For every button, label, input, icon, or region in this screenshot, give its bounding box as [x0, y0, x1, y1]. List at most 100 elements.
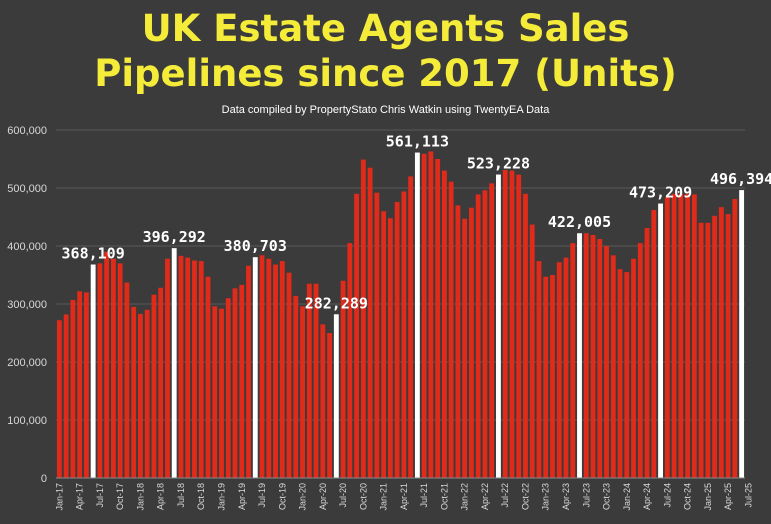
- bar: [313, 283, 319, 478]
- bar: [239, 284, 245, 478]
- bar: [178, 255, 184, 478]
- bar: [536, 261, 542, 478]
- bar: [671, 193, 677, 479]
- bar: [185, 257, 191, 478]
- y-tick-label: 200,000: [7, 357, 47, 369]
- x-tick-label: Jan-23: [541, 483, 551, 511]
- bar: [685, 193, 691, 479]
- x-tick-label: Oct-20: [358, 483, 368, 510]
- bar: [421, 153, 427, 478]
- bar: [482, 190, 488, 478]
- x-tick-label: Oct-19: [277, 483, 287, 510]
- bar: [428, 151, 434, 478]
- bar: [131, 306, 137, 478]
- bar: [198, 261, 204, 478]
- highlight-bar: [739, 190, 745, 478]
- bar: [144, 309, 150, 478]
- bar: [583, 233, 589, 478]
- x-tick-label: Jan-18: [135, 483, 145, 511]
- bar: [246, 265, 251, 478]
- bar: [327, 333, 333, 478]
- bar: [563, 257, 569, 478]
- y-tick-label: 100,000: [7, 415, 47, 427]
- bar: [651, 210, 657, 479]
- bar: [97, 263, 103, 478]
- bar: [306, 283, 312, 478]
- x-tick-label: Apr-20: [318, 483, 328, 510]
- bar: [387, 218, 393, 478]
- x-tick-label: Jul-19: [257, 483, 267, 508]
- data-label: 282,289: [305, 294, 368, 312]
- bar: [725, 214, 731, 478]
- bar: [644, 228, 650, 478]
- bar: [138, 313, 143, 478]
- bar: [664, 197, 670, 478]
- bar: [712, 215, 718, 478]
- title-line-2: Pipelines since 2017 (Units): [94, 52, 677, 95]
- bar: [340, 280, 346, 478]
- bar: [468, 207, 474, 478]
- x-tick-label: Oct-18: [196, 483, 206, 510]
- bar: [543, 276, 549, 478]
- bar: [529, 224, 535, 478]
- bar: [509, 170, 515, 478]
- bar: [165, 258, 170, 478]
- bar: [475, 194, 481, 478]
- y-tick-label: 300,000: [7, 299, 47, 311]
- data-label: 523,228: [467, 155, 530, 173]
- x-tick-label: Jul-23: [581, 483, 591, 508]
- bar: [347, 243, 353, 478]
- bar: [63, 314, 69, 478]
- bar: [570, 243, 576, 478]
- bar: [732, 199, 738, 478]
- highlight-bar: [577, 233, 582, 478]
- bar: [617, 269, 623, 478]
- x-tick-label: Jan-25: [703, 483, 713, 511]
- x-tick-label: Jul-17: [95, 483, 105, 508]
- bar: [117, 263, 123, 478]
- bar: [705, 222, 711, 478]
- bar: [232, 288, 238, 478]
- bar: [678, 193, 684, 479]
- bar: [360, 159, 366, 478]
- data-label: 368,109: [62, 244, 125, 262]
- x-tick-label: Apr-18: [156, 483, 166, 510]
- x-tick-label: Apr-23: [561, 483, 571, 510]
- x-tick-label: Oct-22: [520, 483, 530, 510]
- y-tick-label: 400,000: [7, 241, 47, 253]
- bar: [56, 320, 62, 478]
- bar: [320, 324, 326, 478]
- highlight-bar: [658, 203, 663, 479]
- bar: [110, 258, 116, 478]
- bar: [597, 239, 603, 478]
- highlight-bar: [333, 314, 339, 478]
- y-tick-label: 600,000: [7, 125, 47, 137]
- bar: [219, 308, 224, 478]
- bar: [83, 292, 89, 478]
- y-tick-label: 0: [41, 473, 47, 485]
- bar: [273, 264, 278, 478]
- bar: [286, 272, 292, 478]
- bar: [394, 201, 400, 479]
- chart-subtitle: Data compiled by PropertyStato Chris Wat…: [221, 104, 550, 116]
- x-tick-label: Apr-19: [237, 483, 247, 510]
- highlight-bar: [252, 257, 258, 478]
- bar: [300, 306, 305, 478]
- bar: [158, 287, 164, 478]
- bar: [550, 275, 555, 478]
- bar: [151, 294, 157, 478]
- bar: [104, 251, 110, 478]
- bar: [225, 298, 231, 478]
- bar: [259, 255, 265, 478]
- bar: [192, 260, 197, 478]
- bar: [691, 194, 697, 478]
- bar: [401, 191, 407, 479]
- x-tick-label: Oct-17: [115, 483, 125, 510]
- data-label: 561,113: [386, 133, 449, 151]
- x-tick-label: Apr-17: [75, 483, 85, 510]
- bar: [448, 181, 454, 478]
- x-tick-label: Jan-22: [460, 483, 470, 511]
- bar: [374, 192, 380, 478]
- bar: [293, 295, 299, 478]
